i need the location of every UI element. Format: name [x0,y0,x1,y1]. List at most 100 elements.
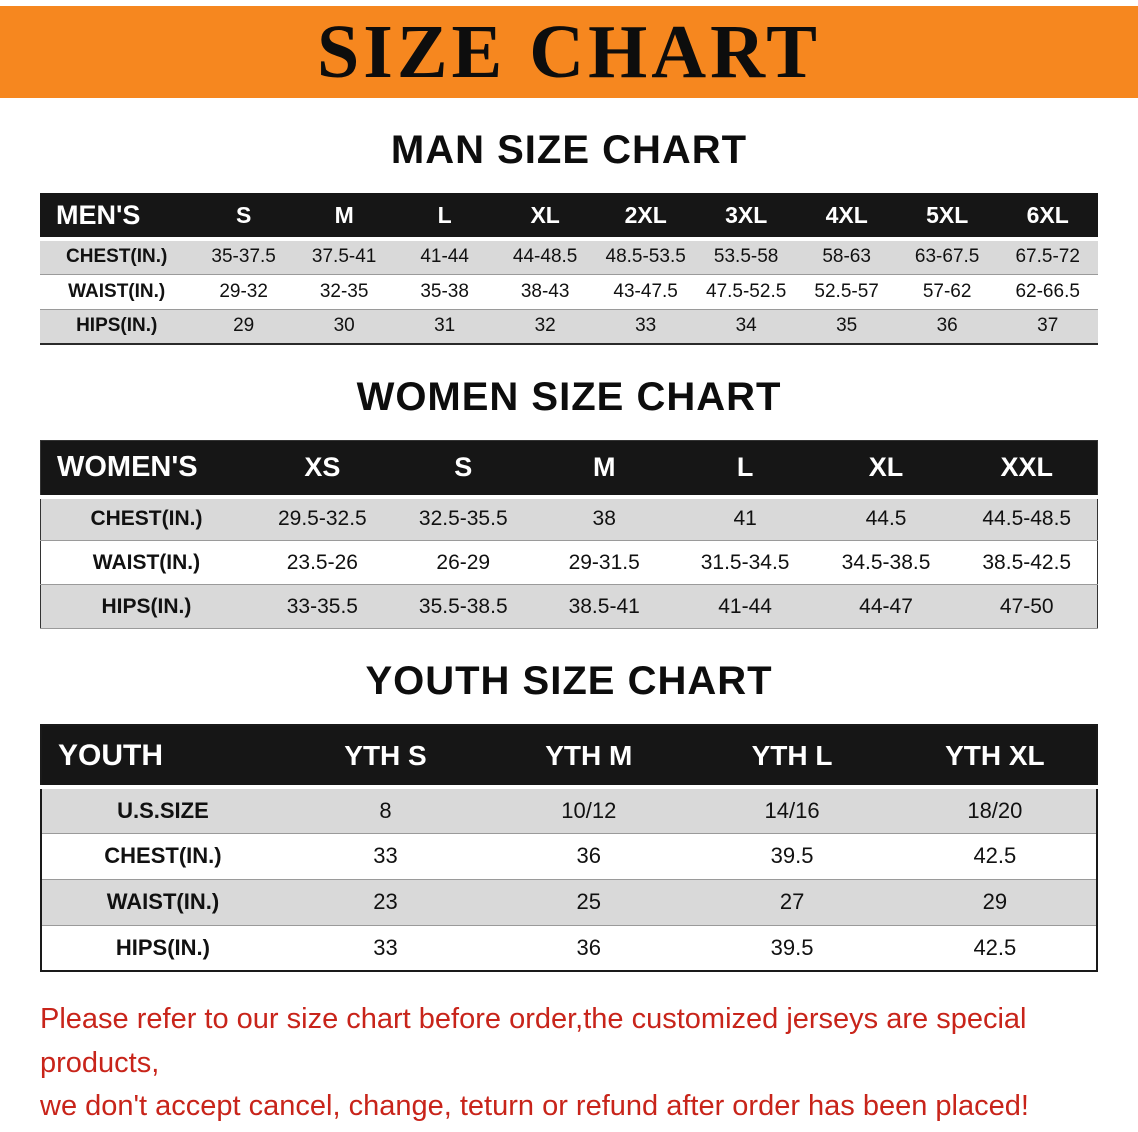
size-value: 52.5-57 [796,274,897,310]
section-men: MAN SIZE CHART MEN'S S M L XL 2XL 3XL 4XL 5XL 6XL… [0,128,1138,345]
disclaimer-line-1: Please refer to our size chart before or… [40,1003,1027,1079]
header-row: YOUTH YTH S YTH M YTH L YTH XL [41,725,1097,789]
column-header: YTH L [690,725,894,789]
banner: SIZE CHART [0,6,1138,98]
column-header: 4XL [796,193,897,241]
size-value: 58-63 [796,239,897,275]
column-header: 6XL [997,193,1098,241]
column-header: YTH XL [893,725,1097,789]
size-value: 33 [283,833,488,880]
disclaimer-line-2: we don't accept cancel, change, teturn o… [40,1090,1029,1122]
youth-table-container: YOUTH YTH S YTH M YTH L YTH XL U.S.SIZE 8 10/12… [0,724,1138,972]
size-value: 38 [533,496,675,541]
table-row: CHEST(IN.) 33 36 39.5 42.5 [41,833,1097,880]
size-value: 48.5-53.5 [595,239,696,275]
row-label: WAIST(IN.) [40,274,194,310]
column-header: YTH M [487,725,691,789]
size-value: 37.5-41 [293,239,395,275]
men-table-container: MEN'S S M L XL 2XL 3XL 4XL 5XL 6XL CHEST(IN.) 35-37… [0,193,1138,345]
size-value: 39.5 [690,925,894,972]
size-value: 14/16 [690,787,894,834]
table-row: CHEST(IN.) 29.5-32.5 32.5-35.5 38 41 44.5 44.5… [40,496,1098,541]
size-value: 25 [487,879,691,926]
size-value: 63-67.5 [896,239,998,275]
size-value: 26-29 [392,540,534,585]
women-table-container: WOMEN'S XS S M L XL XXL CHEST(IN.) 29.5-32.5 32.5… [0,440,1138,629]
column-header: 5XL [896,193,998,241]
size-value: 29-32 [193,274,294,310]
size-value: 67.5-72 [997,239,1098,275]
row-label: HIPS(IN.) [40,584,252,629]
size-value: 44-47 [815,584,957,629]
column-header: M [533,440,675,499]
row-label: U.S.SIZE [41,787,284,834]
table-row: WAIST(IN.) 23.5-26 26-29 29-31.5 31.5-34.5 34… [40,540,1098,585]
table-row: HIPS(IN.) 29 30 31 32 33 34 35 36 37 [40,309,1098,345]
size-value: 32-35 [293,274,395,310]
size-value: 10/12 [487,787,691,834]
column-header: YTH S [283,725,488,789]
column-header: M [293,193,395,241]
table-row: WAIST(IN.) 29-32 32-35 35-38 38-43 43-47.5 47.… [40,274,1098,310]
size-value: 35 [796,309,897,345]
table-row: HIPS(IN.) 33 36 39.5 42.5 [41,925,1097,972]
row-label: WAIST(IN.) [40,540,252,585]
size-value: 36 [896,309,998,345]
youth-section-title: YOUTH SIZE CHART [365,659,773,703]
women-table-header-label: WOMEN'S [40,440,252,499]
row-label: CHEST(IN.) [40,496,252,541]
size-value: 32 [494,309,596,345]
men-section-title: MAN SIZE CHART [390,128,748,172]
header-row: MEN'S S M L XL 2XL 3XL 4XL 5XL 6XL [40,193,1098,241]
row-label: CHEST(IN.) [41,833,284,880]
size-value: 29 [193,309,294,345]
size-value: 34 [695,309,797,345]
size-value: 33 [595,309,696,345]
table-row: U.S.SIZE 8 10/12 14/16 18/20 [41,787,1097,834]
size-value: 29 [893,879,1097,926]
header-row: WOMEN'S XS S M L XL XXL [40,440,1098,499]
size-value: 62-66.5 [997,274,1098,310]
size-value: 35.5-38.5 [392,584,534,629]
size-value: 43-47.5 [595,274,696,310]
row-label: WAIST(IN.) [41,879,284,926]
size-value: 30 [293,309,395,345]
column-header: XL [815,440,957,499]
section-youth: YOUTH SIZE CHART YOUTH YTH S YTH M YTH L YTH… [0,659,1138,972]
size-value: 57-62 [896,274,998,310]
size-value: 44.5 [815,496,957,541]
table-row: CHEST(IN.) 35-37.5 37.5-41 41-44 44-48.5 48.5… [40,239,1098,275]
size-value: 29.5-32.5 [251,496,393,541]
size-value: 33-35.5 [251,584,393,629]
size-value: 41-44 [674,584,816,629]
table-row: HIPS(IN.) 33-35.5 35.5-38.5 38.5-41 41-44 44-… [40,584,1098,629]
size-value: 38.5-41 [533,584,675,629]
size-value: 38-43 [494,274,596,310]
size-value: 34.5-38.5 [815,540,957,585]
banner-title: SIZE CHART [316,10,821,94]
row-label: HIPS(IN.) [40,309,194,345]
size-value: 44.5-48.5 [956,496,1098,541]
size-value: 44-48.5 [494,239,596,275]
size-value: 35-38 [394,274,495,310]
disclaimer: Please refer to our size chart before or… [40,998,1098,1129]
size-value: 38.5-42.5 [956,540,1098,585]
size-value: 42.5 [893,925,1097,972]
row-label: HIPS(IN.) [41,925,284,972]
men-size-table: MEN'S S M L XL 2XL 3XL 4XL 5XL 6XL CHEST(IN.) 35-37… [40,193,1098,345]
size-value: 41-44 [394,239,495,275]
size-chart-page: SIZE CHART MAN SIZE CHART MEN'S S M L XL 2XL 3… [0,6,1138,1129]
size-value: 18/20 [893,787,1097,834]
column-header: L [394,193,495,241]
column-header: XL [494,193,596,241]
size-value: 33 [283,925,488,972]
column-header: L [674,440,816,499]
size-value: 23 [283,879,488,926]
women-size-table: WOMEN'S XS S M L XL XXL CHEST(IN.) 29.5-32.5 32.5… [40,440,1098,629]
size-value: 36 [487,833,691,880]
size-value: 47.5-52.5 [695,274,797,310]
men-table-header-label: MEN'S [40,193,194,241]
size-value: 8 [283,787,488,834]
women-section-title: WOMEN SIZE CHART [356,375,782,419]
size-value: 42.5 [893,833,1097,880]
